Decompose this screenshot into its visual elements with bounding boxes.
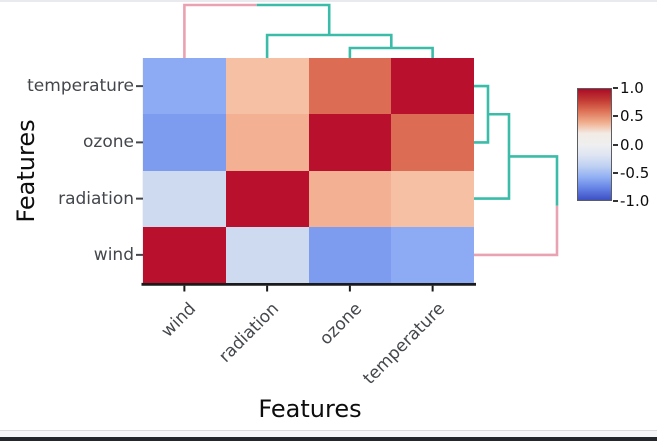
top-dendrogram-link-teal [256, 3, 331, 35]
heatmap-cell-temperature-radiation[interactable] [225, 58, 309, 115]
y-tick-label-wind: wind [93, 244, 134, 265]
colorbar-tick-label-0.5: 0.5 [620, 107, 644, 126]
heatmap-cell-temperature-ozone[interactable] [308, 58, 392, 115]
bottom-divider-line [0, 430, 657, 431]
heatmap-cell-wind-radiation[interactable] [225, 226, 309, 283]
colorbar-tick-mark [613, 171, 618, 174]
bottom-light-band [0, 431, 657, 437]
colorbar-tick-label-0.0: 0.0 [620, 135, 644, 154]
heatmap-cell-ozone-temperature[interactable] [391, 114, 474, 171]
heatmap-cell-ozone-radiation[interactable] [225, 114, 309, 171]
bottom-dark-bar [0, 437, 657, 441]
colorbar-tick-mark [613, 115, 618, 118]
top-dendrogram-link-teal [348, 46, 434, 58]
heatmap-cell-wind-wind[interactable] [143, 226, 226, 283]
colorbar-gradient [577, 88, 612, 201]
heatmap-cell-radiation-ozone[interactable] [308, 170, 392, 227]
colorbar-tick-mark [613, 87, 618, 89]
heatmap-cell-wind-temperature[interactable] [391, 226, 474, 283]
top-dendrogram-link-teal [265, 33, 393, 58]
heatmap-cell-radiation-radiation[interactable] [225, 170, 309, 227]
heatmap-cell-ozone-ozone[interactable] [308, 114, 392, 171]
y-tick-label-ozone: ozone [83, 132, 134, 153]
top-dendrogram-link-pink [183, 3, 257, 58]
heatmap-cell-temperature-wind[interactable] [143, 58, 226, 115]
colorbar-tick-label--0.5: -0.5 [620, 163, 650, 182]
y-tick-label-temperature: temperature [27, 76, 134, 97]
right-dendrogram-link-pink [474, 205, 559, 257]
y-tick-label-radiation: radiation [58, 188, 134, 209]
page-top-border [0, 0, 657, 2]
colorbar-tick-label--1.0: -1.0 [620, 192, 650, 210]
heatmap-cell-radiation-wind[interactable] [143, 170, 226, 227]
colorbar-tick-label-1.0: 1.0 [620, 79, 644, 97]
heatmap-cell-wind-ozone[interactable] [308, 226, 392, 283]
colorbar-tick-mark [613, 200, 618, 202]
heatmap-cell-ozone-wind[interactable] [143, 114, 226, 171]
heatmap-cell-temperature-temperature[interactable] [391, 58, 474, 115]
x-axis-title: Features [258, 395, 362, 423]
right-dendrogram-link-teal [474, 84, 490, 144]
heatmap-cell-radiation-temperature[interactable] [391, 170, 474, 227]
colorbar-tick-mark [613, 143, 618, 146]
heatmap-grid[interactable] [143, 58, 474, 283]
right-dendrogram-link-teal [474, 112, 511, 200]
right-dendrogram-link-teal [509, 155, 559, 206]
